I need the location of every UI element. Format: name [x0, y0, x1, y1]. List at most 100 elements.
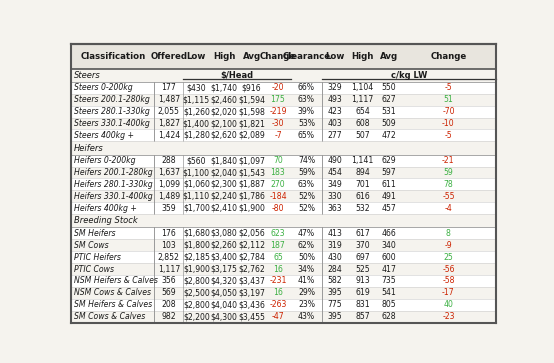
Text: 16: 16: [273, 288, 283, 297]
Text: 78: 78: [444, 180, 453, 189]
Text: $3,400: $3,400: [211, 253, 238, 262]
Text: 208: 208: [161, 300, 176, 309]
Text: 52%: 52%: [298, 204, 315, 213]
Bar: [71, 287, 496, 299]
Text: $1,700: $1,700: [183, 204, 210, 213]
Text: -20: -20: [271, 83, 284, 93]
Text: -80: -80: [271, 204, 284, 213]
Bar: [71, 214, 496, 228]
Text: $1,097: $1,097: [238, 156, 265, 165]
Text: -47: -47: [271, 312, 284, 321]
Text: Offered: Offered: [150, 52, 187, 61]
Text: -21: -21: [442, 156, 455, 165]
Text: 8: 8: [446, 229, 451, 238]
Text: Breeding Stock: Breeding Stock: [74, 216, 138, 225]
Text: 701: 701: [355, 180, 370, 189]
Text: $2,800: $2,800: [183, 300, 210, 309]
Text: 270: 270: [271, 180, 285, 189]
Text: 277: 277: [327, 131, 342, 140]
Text: -70: -70: [442, 107, 455, 116]
Text: $3,436: $3,436: [238, 300, 265, 309]
Text: -17: -17: [442, 288, 455, 297]
Text: $1,594: $1,594: [238, 95, 265, 104]
Text: -23: -23: [442, 312, 455, 321]
Text: Steers 400kg +: Steers 400kg +: [74, 131, 134, 140]
Bar: [71, 167, 496, 179]
Text: 582: 582: [327, 277, 342, 285]
Text: 53%: 53%: [298, 119, 315, 128]
Text: 284: 284: [327, 265, 342, 274]
Text: 403: 403: [327, 119, 342, 128]
Text: $2,762: $2,762: [238, 265, 265, 274]
Text: $2,185: $2,185: [183, 253, 210, 262]
Text: 34%: 34%: [298, 265, 315, 274]
Text: $2,089: $2,089: [238, 131, 265, 140]
Text: 41%: 41%: [298, 277, 315, 285]
Text: 413: 413: [327, 229, 342, 238]
Text: 805: 805: [381, 300, 396, 309]
Text: $1,887: $1,887: [238, 180, 265, 189]
Text: -4: -4: [444, 204, 452, 213]
Text: Low: Low: [325, 52, 345, 61]
Text: $1,740: $1,740: [211, 83, 238, 93]
Bar: [71, 299, 496, 311]
Text: 569: 569: [161, 288, 176, 297]
Text: 363: 363: [327, 204, 342, 213]
Text: 1,489: 1,489: [158, 192, 180, 201]
Text: $2,056: $2,056: [238, 229, 265, 238]
Text: Heifers 280.1-330kg: Heifers 280.1-330kg: [74, 180, 152, 189]
Text: $2,200: $2,200: [183, 312, 210, 321]
Bar: [71, 275, 496, 287]
Text: 616: 616: [355, 192, 370, 201]
Text: -5: -5: [445, 131, 452, 140]
Bar: [71, 44, 496, 69]
Bar: [71, 155, 496, 167]
Text: 507: 507: [355, 131, 370, 140]
Text: 329: 329: [327, 83, 342, 93]
Bar: [71, 263, 496, 275]
Text: Steers: Steers: [74, 71, 101, 80]
Text: 25: 25: [444, 253, 453, 262]
Text: 288: 288: [161, 156, 176, 165]
Text: 600: 600: [381, 253, 396, 262]
Text: $2,040: $2,040: [211, 168, 238, 177]
Text: 532: 532: [355, 204, 370, 213]
Text: 697: 697: [355, 253, 370, 262]
Text: Heifers 400kg +: Heifers 400kg +: [74, 204, 137, 213]
Text: Classification: Classification: [80, 52, 146, 61]
Text: 628: 628: [381, 312, 396, 321]
Text: $4,040: $4,040: [211, 300, 238, 309]
Text: 417: 417: [381, 265, 396, 274]
Text: 40: 40: [444, 300, 453, 309]
Bar: [71, 239, 496, 251]
Text: SM Cows: SM Cows: [74, 241, 109, 250]
Text: 490: 490: [327, 156, 342, 165]
Text: Clearance: Clearance: [283, 52, 331, 61]
Text: -184: -184: [269, 192, 287, 201]
Text: 617: 617: [355, 229, 370, 238]
Bar: [71, 69, 496, 82]
Text: $2,300: $2,300: [211, 180, 237, 189]
Text: Steers 330.1-400kg: Steers 330.1-400kg: [74, 119, 150, 128]
Text: SM Heifers: SM Heifers: [74, 229, 115, 238]
Text: PTIC Cows: PTIC Cows: [74, 265, 114, 274]
Text: -56: -56: [442, 265, 455, 274]
Text: $/Head: $/Head: [220, 71, 254, 80]
Bar: [71, 251, 496, 263]
Text: 70: 70: [273, 156, 283, 165]
Text: $1,840: $1,840: [211, 156, 238, 165]
Text: 608: 608: [355, 119, 370, 128]
Text: 59%: 59%: [298, 168, 315, 177]
Text: $1,060: $1,060: [183, 180, 210, 189]
Text: 509: 509: [381, 119, 396, 128]
Text: 395: 395: [327, 288, 342, 297]
Text: SM Heifers & Calves: SM Heifers & Calves: [74, 300, 152, 309]
Bar: [71, 106, 496, 118]
Text: Change: Change: [260, 52, 296, 61]
Bar: [71, 311, 496, 322]
Text: 531: 531: [381, 107, 396, 116]
Bar: [71, 190, 496, 202]
Text: $2,020: $2,020: [211, 107, 237, 116]
Bar: [71, 94, 496, 106]
Text: -5: -5: [445, 83, 452, 93]
